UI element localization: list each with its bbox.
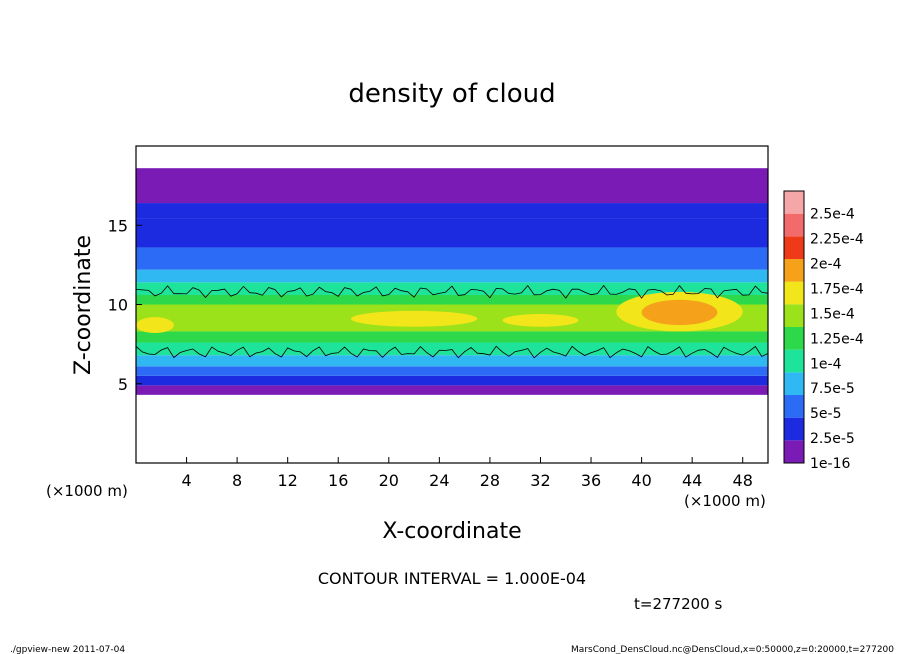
density-band-5 bbox=[136, 331, 768, 343]
time-label: t=277200 s bbox=[634, 595, 722, 613]
contour-interval: CONTOUR INTERVAL = 1.000E-04 bbox=[318, 569, 586, 588]
density-band-11 bbox=[136, 218, 768, 248]
footer-left: ./gpview-new 2011-07-04 bbox=[10, 645, 125, 654]
density-band-13 bbox=[136, 168, 768, 204]
x-tick-label-48: 48 bbox=[733, 471, 753, 490]
plot-area bbox=[136, 168, 768, 395]
y-tick-label-10: 10 bbox=[108, 296, 128, 315]
colorbar-label-5: 1.25e-4 bbox=[810, 331, 864, 347]
colorbar-swatch-4 bbox=[784, 349, 804, 373]
colorbar-swatch-2 bbox=[784, 395, 804, 418]
footer-right: MarsCond_DensCloud.nc@DensCloud,x=0:5000… bbox=[571, 645, 894, 654]
colorbar-swatch-5 bbox=[784, 327, 804, 350]
density-patch-4 bbox=[136, 317, 174, 334]
x-tick-label-36: 36 bbox=[581, 471, 601, 490]
y-tick-label-5: 5 bbox=[118, 375, 128, 394]
colorbar-label-8: 2e-4 bbox=[810, 257, 842, 273]
x-tick-label-44: 44 bbox=[682, 471, 702, 490]
colorbar-label-9: 2.25e-4 bbox=[810, 232, 864, 248]
x-tick-label-20: 20 bbox=[379, 471, 399, 490]
colorbar-swatch-3 bbox=[784, 372, 804, 395]
x-unit-left: (×1000 m) bbox=[46, 482, 128, 500]
colorbar-label-0: 1e-16 bbox=[810, 456, 850, 472]
x-tick-label-16: 16 bbox=[328, 471, 348, 490]
colorbar-label-1: 2.5e-5 bbox=[810, 431, 855, 447]
x-tick-label-4: 4 bbox=[181, 471, 191, 490]
contour-lines bbox=[135, 284, 769, 359]
y-tick-label-15: 15 bbox=[108, 216, 128, 235]
colorbar-swatch-11 bbox=[784, 191, 804, 214]
contour-line-0 bbox=[135, 284, 769, 299]
density-band-10 bbox=[136, 247, 768, 270]
x-tick-label-12: 12 bbox=[278, 471, 298, 490]
y-axis-label: Z-coordinate bbox=[71, 235, 96, 375]
x-axis-label: X-coordinate bbox=[382, 519, 521, 544]
density-band-9 bbox=[136, 269, 768, 283]
colorbar-swatch-7 bbox=[784, 281, 804, 305]
density-band-3 bbox=[136, 355, 768, 367]
density-band-4 bbox=[136, 342, 768, 356]
density-band-12 bbox=[136, 203, 768, 219]
colorbar-label-10: 2.5e-4 bbox=[810, 207, 855, 223]
contour-line-1 bbox=[135, 345, 769, 359]
colorbar-swatch-9 bbox=[784, 236, 804, 259]
density-patch-0 bbox=[350, 310, 478, 327]
colorbar-label-2: 5e-5 bbox=[810, 406, 841, 422]
x-axis-ticks: 4 8 12 16 20 24 28 32 36 40 44 48 bbox=[181, 457, 753, 490]
colorbar-label-7: 1.75e-4 bbox=[810, 281, 864, 297]
colorbar-frame bbox=[783, 190, 805, 464]
density-band-8 bbox=[136, 282, 768, 295]
chart-title: density of cloud bbox=[348, 79, 555, 109]
density-patch-3 bbox=[641, 299, 718, 326]
colorbar-label-6: 1.5e-4 bbox=[810, 306, 855, 322]
y-axis-ticks: 5 10 15 bbox=[108, 216, 142, 394]
colorbar-swatch-10 bbox=[784, 213, 804, 237]
colorbar-swatch-8 bbox=[784, 259, 804, 282]
x-unit-right: (×1000 m) bbox=[684, 492, 766, 510]
density-band-7 bbox=[136, 294, 768, 305]
density-band-0 bbox=[136, 385, 768, 395]
x-tick-label-8: 8 bbox=[232, 471, 242, 490]
colorbar-label-3: 7.5e-5 bbox=[810, 381, 855, 397]
density-band-1 bbox=[136, 375, 768, 386]
colorbar-swatch-0 bbox=[784, 440, 804, 463]
x-tick-label-24: 24 bbox=[429, 471, 449, 490]
colorbar-swatch-1 bbox=[784, 417, 804, 441]
colorbar-swatch-6 bbox=[784, 304, 804, 327]
density-patch-1 bbox=[502, 314, 579, 327]
density-band-2 bbox=[136, 366, 768, 376]
x-tick-label-40: 40 bbox=[631, 471, 651, 490]
colorbar: 1e-16 2.5e-5 5e-5 7.5e-5 1e-4 1.25e-4 1.5e-4 1.… bbox=[783, 190, 864, 472]
x-tick-label-32: 32 bbox=[530, 471, 550, 490]
colorbar-label-4: 1e-4 bbox=[810, 356, 842, 372]
x-tick-label-28: 28 bbox=[480, 471, 500, 490]
